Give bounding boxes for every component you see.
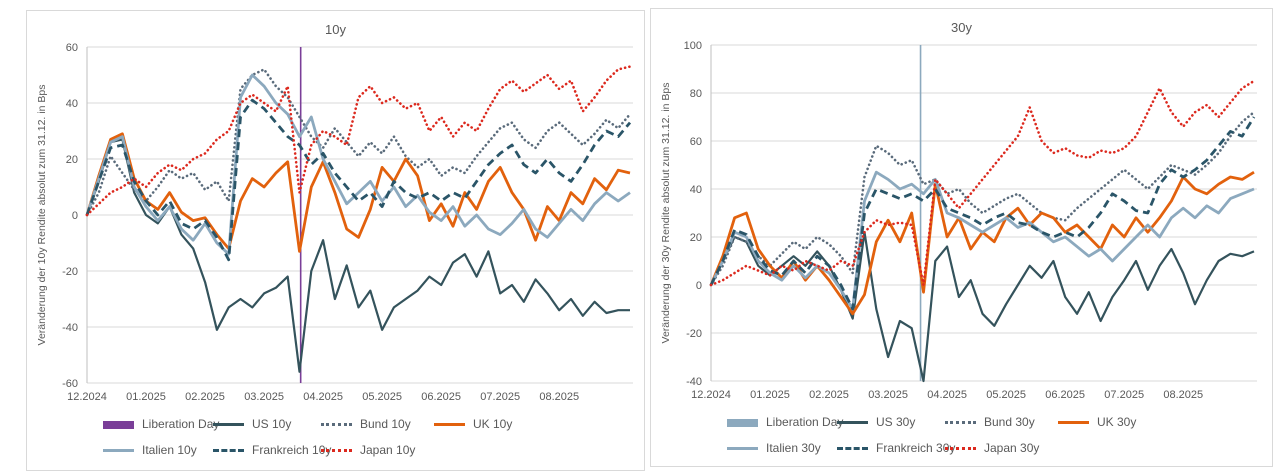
series-line-frankreich-10y — [85, 98, 632, 262]
x-tick-label: 02.2025 — [809, 389, 849, 401]
y-tick-label: 0 — [696, 280, 702, 292]
x-tick-label: 12.2024 — [67, 391, 107, 403]
y-tick-label: 0 — [72, 210, 78, 222]
x-tick-label: 04.2025 — [927, 389, 967, 401]
y-tick-label: -20 — [686, 328, 702, 340]
y-tick-label: 80 — [690, 88, 702, 100]
series-line-italien-30y — [709, 170, 1255, 311]
chart-title-10y: 10y — [325, 22, 346, 37]
y-tick-label: -60 — [62, 378, 78, 390]
series-line-us-30y — [710, 231, 1255, 383]
x-tick-label: 02.2025 — [185, 391, 225, 403]
series-line-italien-10y — [85, 73, 631, 256]
x-tick-label: 07.2025 — [480, 391, 520, 403]
y-tick-label: 20 — [690, 232, 702, 244]
x-tick-label: 01.2025 — [126, 391, 166, 403]
left-chart-panel: 10y Veränderung der 10y Rendite absolut … — [26, 10, 645, 471]
x-tick-label: 04.2025 — [303, 391, 343, 403]
x-tick-label: 01.2025 — [750, 389, 790, 401]
y-tick-label: -20 — [62, 266, 78, 278]
y-tick-label: -40 — [62, 322, 78, 334]
y-tick-label: -40 — [686, 376, 702, 388]
series-line-uk-10y — [85, 132, 631, 253]
x-tick-label: 05.2025 — [362, 391, 402, 403]
x-tick-label: 03.2025 — [868, 389, 908, 401]
series-line-us-10y — [85, 138, 630, 373]
series-line-japan-30y — [709, 79, 1256, 287]
x-tick-label: 05.2025 — [986, 389, 1026, 401]
chart-title-30y: 30y — [951, 20, 972, 35]
x-tick-label: 03.2025 — [244, 391, 284, 403]
y-tick-label: 60 — [690, 136, 702, 148]
series-line-bund-30y — [709, 110, 1256, 287]
x-tick-label: 12.2024 — [691, 389, 731, 401]
series-line-frankreich-30y — [709, 116, 1256, 311]
y-tick-label: 100 — [684, 40, 702, 52]
y-tick-label: 20 — [66, 154, 78, 166]
x-tick-label: 08.2025 — [539, 391, 579, 403]
y-tick-label: 60 — [66, 42, 78, 54]
x-tick-label: 08.2025 — [1163, 389, 1203, 401]
x-tick-label: 06.2025 — [421, 391, 461, 403]
y-tick-label: 40 — [690, 184, 702, 196]
x-tick-label: 07.2025 — [1104, 389, 1144, 401]
right-chart-panel: 30y Veränderung der 30y Rendite absolut … — [650, 8, 1273, 467]
y-tick-label: 40 — [66, 98, 78, 110]
x-tick-label: 06.2025 — [1045, 389, 1085, 401]
series-line-japan-10y — [85, 65, 632, 217]
